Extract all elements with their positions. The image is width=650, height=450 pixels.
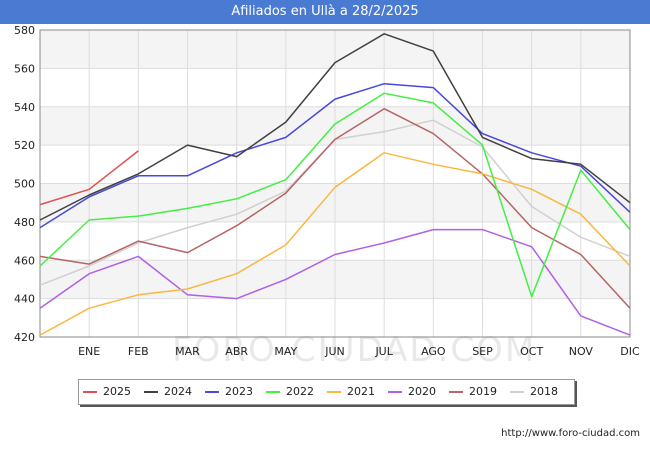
- legend-swatch: [327, 391, 341, 393]
- x-tick-label: FEB: [128, 345, 149, 358]
- legend-label: 2019: [469, 385, 497, 398]
- y-tick-label: 460: [14, 254, 35, 267]
- y-tick-label: 560: [14, 62, 35, 75]
- legend-swatch: [388, 391, 402, 393]
- legend-label: 2023: [225, 385, 253, 398]
- chart-title: Afiliados en Ullà a 28/2/2025: [231, 4, 419, 19]
- series-line-2023: [39, 82, 631, 229]
- legend-swatch: [205, 391, 219, 393]
- x-tick-label: ABR: [225, 345, 248, 358]
- y-tick-label: 480: [14, 216, 35, 229]
- series-line-2024: [39, 33, 631, 221]
- legend-label: 2018: [530, 385, 558, 398]
- legend-label: 2021: [347, 385, 375, 398]
- y-tick-label: 540: [14, 101, 35, 114]
- y-tick-label: 520: [14, 139, 35, 152]
- x-tick-label: OCT: [520, 345, 543, 358]
- x-tick-label: JUL: [374, 345, 393, 358]
- legend-label: 2024: [164, 385, 192, 398]
- x-tick-label: SEP: [472, 345, 493, 358]
- series-line-2025: [39, 150, 139, 206]
- series-line-2021: [39, 152, 631, 336]
- y-tick-label: 420: [14, 331, 35, 344]
- x-tick-label: JUN: [324, 345, 345, 358]
- x-tick-label: NOV: [569, 345, 594, 358]
- legend: 2025 2024 2023 2022 2021 2020 2019 2018: [78, 379, 575, 405]
- legend-label: 2022: [286, 385, 314, 398]
- footer-url: http://www.foro-ciudad.com: [501, 428, 640, 439]
- series-line-2022: [39, 92, 631, 298]
- legend-swatch: [449, 391, 463, 393]
- legend-swatch: [510, 391, 524, 393]
- y-tick-label: 580: [14, 24, 35, 37]
- legend-label: 2025: [103, 385, 131, 398]
- y-tick-label: 440: [14, 293, 35, 306]
- x-tick-label: ENE: [78, 345, 100, 358]
- series-line-2020: [39, 228, 631, 336]
- legend-label: 2020: [408, 385, 436, 398]
- x-tick-label: MAY: [274, 345, 297, 358]
- y-tick-label: 500: [14, 178, 35, 191]
- x-tick-label: AGO: [421, 345, 446, 358]
- series-line-2019: [39, 107, 631, 309]
- plot-frame: [39, 29, 631, 338]
- legend-swatch: [144, 391, 158, 393]
- legend-swatch: [83, 391, 97, 393]
- legend-swatch: [266, 391, 280, 393]
- x-tick-label: MAR: [175, 345, 200, 358]
- title-bar: [0, 0, 650, 24]
- x-tick-label: DIC: [620, 345, 640, 358]
